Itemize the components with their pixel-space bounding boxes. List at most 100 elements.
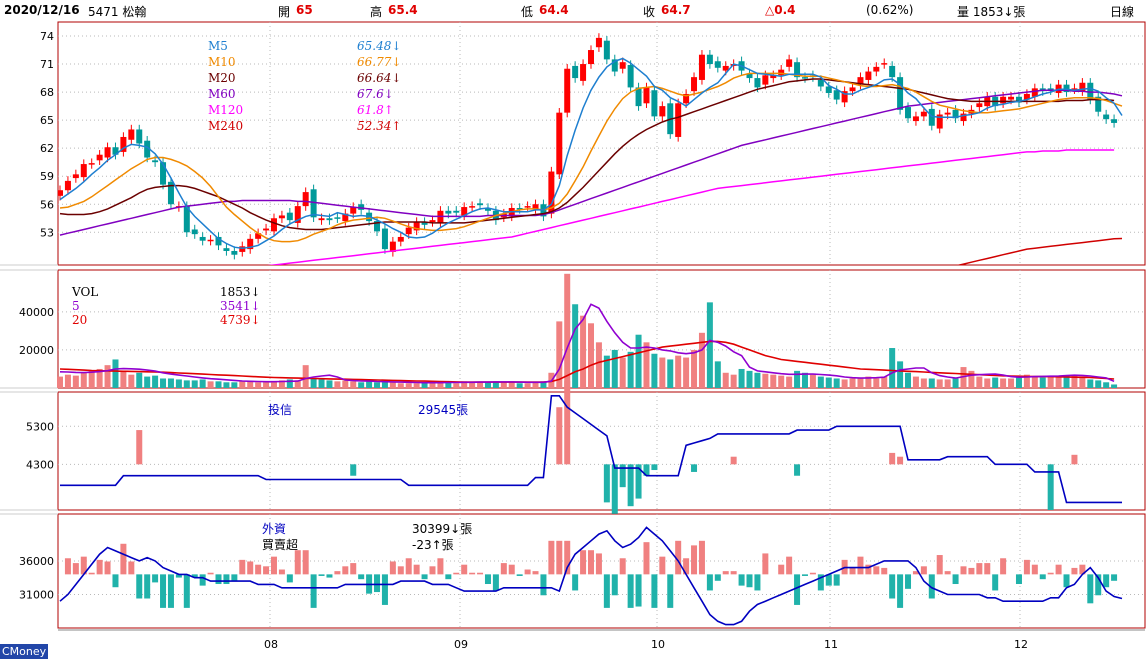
candle-body xyxy=(342,213,349,222)
foreign-bar xyxy=(762,553,769,575)
candle-body xyxy=(413,222,420,231)
volume-bar xyxy=(477,382,484,388)
foreign-bar xyxy=(936,555,943,575)
foreign-bar xyxy=(1103,574,1110,588)
ma20-line xyxy=(59,78,1115,231)
volume-bar xyxy=(532,382,539,388)
volume-bar xyxy=(849,378,856,388)
foreign-bar xyxy=(683,558,690,575)
high-label: 高 xyxy=(370,5,383,19)
volume-legend-name: 20 xyxy=(72,313,87,327)
candle-body xyxy=(144,140,151,158)
candle-body xyxy=(484,207,491,211)
foreign-bar xyxy=(698,540,705,575)
foreign-bar xyxy=(516,574,523,576)
foreign-bar xyxy=(96,559,103,575)
volume-bar xyxy=(326,380,333,388)
volume-bar xyxy=(358,382,365,388)
volume-bar xyxy=(960,367,967,388)
volume-ma20-line xyxy=(59,340,1115,383)
volume-bar xyxy=(508,381,515,388)
volume-bar xyxy=(270,381,277,388)
candle-body xyxy=(706,54,713,65)
foreign-bar xyxy=(809,572,816,575)
fund-bar xyxy=(651,464,658,471)
foreign-bar xyxy=(207,572,214,575)
candle-body xyxy=(1008,96,1015,100)
x-tick-label: 12 xyxy=(1014,638,1028,651)
volume-bar xyxy=(786,376,793,388)
foreign-bar xyxy=(342,566,349,575)
foreign-bar xyxy=(603,574,610,608)
volume-bar xyxy=(801,372,808,388)
candle-body xyxy=(801,77,808,79)
volume-bar xyxy=(540,381,547,388)
foreign-bar xyxy=(215,574,222,585)
volume-bar xyxy=(247,381,254,388)
volume-bar xyxy=(445,381,452,388)
volume-bar xyxy=(936,379,943,388)
foreign-bar xyxy=(278,569,285,575)
foreign-bar xyxy=(64,558,71,575)
foreign-bar xyxy=(358,574,365,580)
volume-bar xyxy=(667,359,674,388)
volume-bar xyxy=(342,380,349,388)
volume-bar xyxy=(1055,375,1062,388)
volume-bar xyxy=(199,379,206,388)
volume-bar xyxy=(889,348,896,388)
candle-body xyxy=(199,236,206,241)
volume-bar xyxy=(405,383,412,388)
volume-bar xyxy=(516,383,523,388)
candle-body xyxy=(532,204,539,209)
volume-ma5-line xyxy=(59,303,1115,384)
candle-body xyxy=(1015,96,1022,103)
candle-body xyxy=(1071,88,1078,90)
candle-body xyxy=(88,163,95,165)
foreign-bar xyxy=(984,563,991,575)
foreign-bar xyxy=(461,564,468,575)
foreign-bar xyxy=(778,564,785,575)
foreign-bar xyxy=(1063,574,1070,588)
volume-bar xyxy=(175,379,182,388)
foreign-bar xyxy=(508,564,515,575)
foreign-bar xyxy=(611,574,618,596)
volume-bar xyxy=(1071,374,1078,388)
fund-bar xyxy=(619,464,626,488)
candle-body xyxy=(595,37,602,48)
volume-bar xyxy=(833,378,840,388)
foreign-bar xyxy=(453,572,460,575)
volume-bar xyxy=(580,315,587,388)
foreign-bar xyxy=(477,572,484,575)
candle-body xyxy=(1047,88,1054,91)
volume-bar xyxy=(905,372,912,388)
volume-bar xyxy=(817,376,824,388)
price-y-tick: 71 xyxy=(40,58,54,71)
volume-bar xyxy=(104,365,111,388)
foreign-bar xyxy=(754,574,761,591)
foreign-bar xyxy=(144,574,151,599)
foreign-bar xyxy=(310,574,317,608)
volume-bar xyxy=(572,304,579,388)
foreign-bar xyxy=(952,574,959,585)
foreign-bar xyxy=(318,574,325,576)
volume-bar xyxy=(88,370,95,388)
volume-bar xyxy=(881,376,888,388)
volume-bar xyxy=(215,381,222,388)
volume-bar xyxy=(651,353,658,388)
candle-body xyxy=(1111,119,1118,123)
volume-bar xyxy=(120,370,127,388)
candle-body xyxy=(897,77,904,110)
foreign-bar xyxy=(706,574,713,591)
foreign-bar xyxy=(1039,574,1046,580)
volume-bar xyxy=(318,379,325,388)
candle-body xyxy=(920,111,927,117)
foreign-bar xyxy=(500,563,507,575)
price-y-tick: 56 xyxy=(40,198,54,211)
candle-body xyxy=(381,228,388,250)
volume-bar xyxy=(1015,375,1022,388)
volume-bar xyxy=(746,370,753,388)
candle-body xyxy=(905,107,912,119)
candle-body xyxy=(128,129,135,140)
volume-bar xyxy=(413,383,420,388)
